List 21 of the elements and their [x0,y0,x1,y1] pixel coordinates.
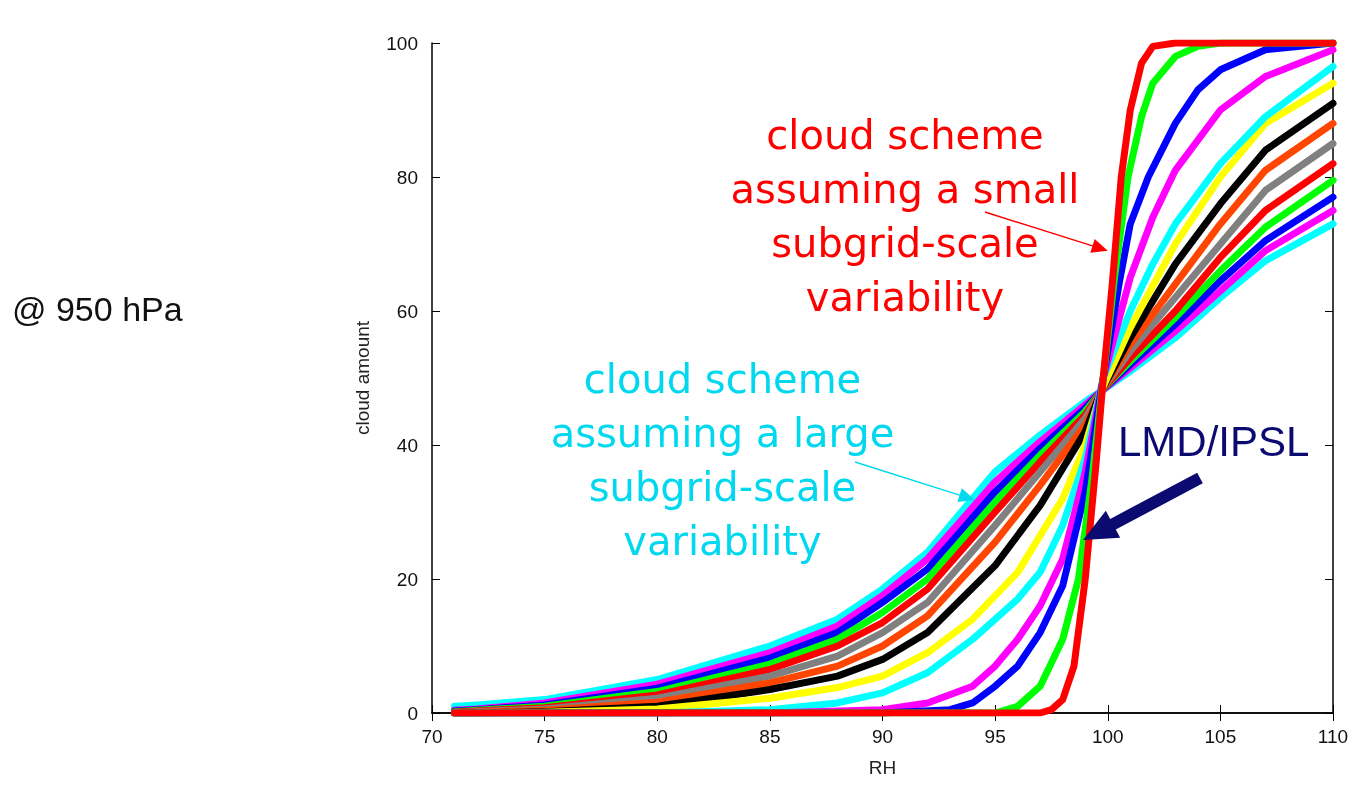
y-tick-label: 80 [396,166,418,188]
annotation: cloud scheme assuming a small subgrid-scale variability [729,111,1081,322]
x-tick-label: 100 [1091,726,1124,747]
annotation: LMD/IPSL [1118,418,1311,466]
y-tick-label: 20 [396,568,418,590]
y-axis-title: cloud amount [352,320,373,436]
y-tick-label: 100 [386,32,418,54]
text: @ 950 hPa [12,290,184,329]
x-tick-label: 110 [1317,726,1349,747]
x-tick-label: 105 [1204,726,1237,747]
x-tick-label: 75 [534,726,556,747]
x-axis-title: RH [868,757,897,778]
x-tick-label: 95 [984,726,1006,747]
y-tick-label: 60 [396,300,418,322]
annotation: cloud scheme assuming a large subgrid-scale variability [549,355,896,566]
x-tick-label: 90 [871,726,894,747]
x-tick-label: 70 [421,726,443,747]
x-tick-label: 80 [646,726,668,747]
y-tick-label: 40 [396,434,418,456]
y-tick-label: 0 [407,702,418,724]
x-tick-label: 85 [759,726,781,747]
